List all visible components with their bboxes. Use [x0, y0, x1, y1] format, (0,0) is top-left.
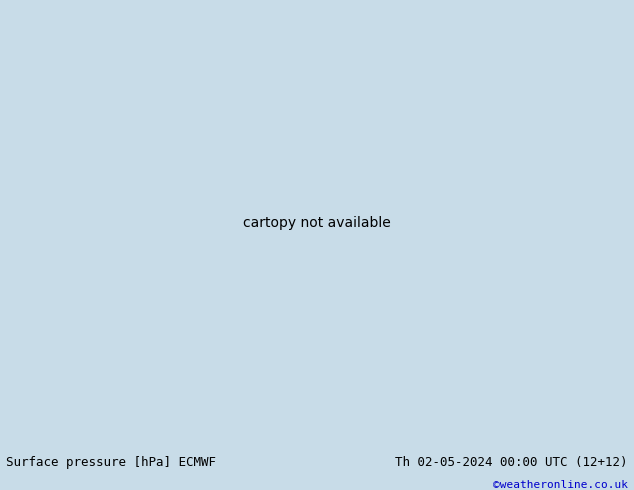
Text: Surface pressure [hPa] ECMWF: Surface pressure [hPa] ECMWF — [6, 456, 216, 469]
Text: ©weatheronline.co.uk: ©weatheronline.co.uk — [493, 480, 628, 490]
Text: cartopy not available: cartopy not available — [243, 216, 391, 230]
Text: Th 02-05-2024 00:00 UTC (12+12): Th 02-05-2024 00:00 UTC (12+12) — [395, 456, 628, 469]
